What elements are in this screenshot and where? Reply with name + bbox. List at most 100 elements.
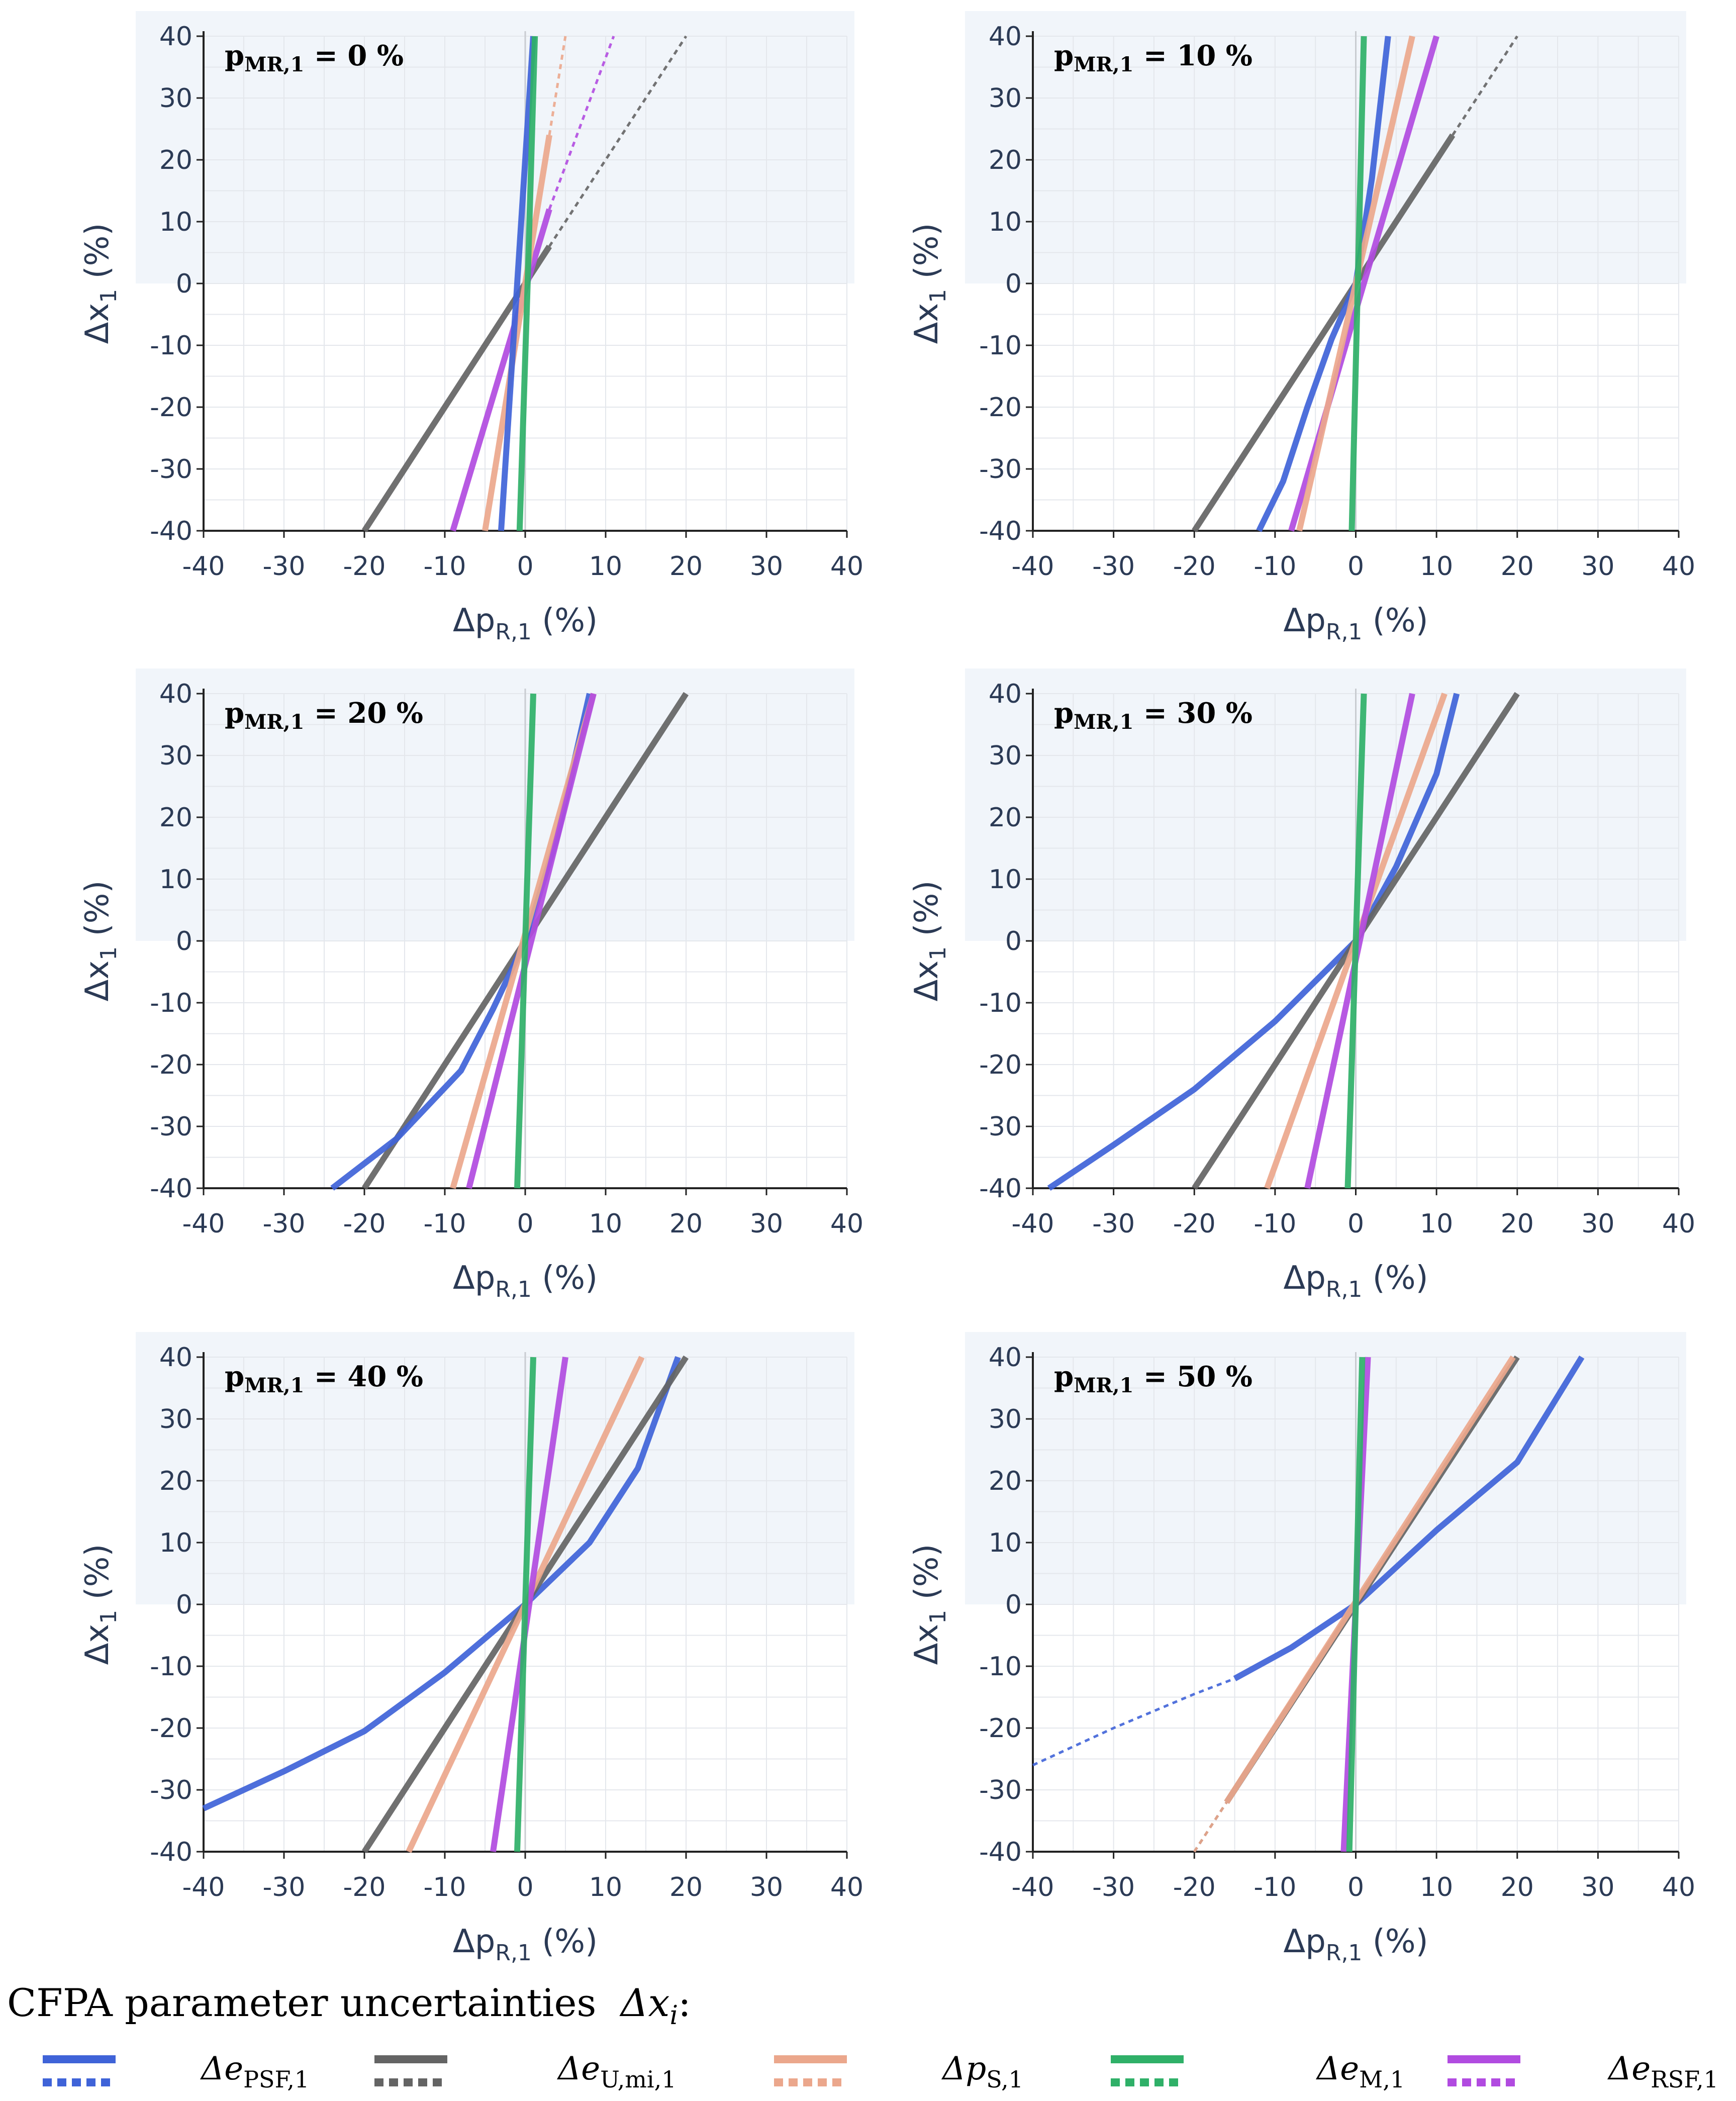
y-tick-label: 40 bbox=[989, 1343, 1022, 1373]
y-tick-label: -10 bbox=[979, 988, 1022, 1018]
legend-item-ePSF: ΔePSF,1 bbox=[43, 2050, 309, 2093]
panel-title-value: = 40 % bbox=[304, 1360, 423, 1393]
x-tick-label: 40 bbox=[1662, 551, 1695, 582]
x-axis-label-subscript: R,1 bbox=[495, 1277, 532, 1302]
x-tick-label: 10 bbox=[1420, 551, 1453, 582]
legend-title: CFPA parameter uncertainties Δxi: bbox=[7, 1980, 691, 2031]
y-tick-label: -10 bbox=[150, 331, 192, 361]
x-axis-label-subscript: R,1 bbox=[495, 619, 532, 645]
legend-item-eM: ΔeM,1 bbox=[1111, 2050, 1405, 2093]
series-line-dashed bbox=[1193, 1801, 1228, 1853]
x-axis-label-symbol: Δp bbox=[453, 1923, 495, 1960]
series-line-dashed bbox=[548, 36, 615, 210]
x-tick-label: -10 bbox=[424, 1209, 466, 1239]
x-tick-label: 40 bbox=[830, 1872, 863, 1902]
y-tick-label: 10 bbox=[159, 207, 192, 237]
panel-title: pMR,1 = 40 % bbox=[225, 1360, 423, 1397]
y-tick-label: -10 bbox=[979, 1652, 1022, 1682]
x-axis-label-unit: (%) bbox=[1362, 1923, 1428, 1960]
y-axis-label-subscript: 1 bbox=[925, 289, 951, 303]
y-tick-label: -40 bbox=[150, 1174, 192, 1204]
y-tick-label: 40 bbox=[989, 22, 1022, 52]
y-tick-label: -20 bbox=[150, 1050, 192, 1080]
x-tick-label: 30 bbox=[750, 1209, 783, 1239]
y-tick-label: -40 bbox=[150, 1837, 192, 1867]
y-axis-label-subscript: 1 bbox=[96, 1610, 122, 1624]
x-tick-label: -20 bbox=[343, 1209, 386, 1239]
y-tick-label: 10 bbox=[989, 207, 1022, 237]
y-tick-label: 10 bbox=[159, 865, 192, 895]
y-tick-label: 30 bbox=[159, 741, 192, 771]
series-line-dashed bbox=[1032, 1677, 1235, 1767]
y-tick-label: 0 bbox=[1005, 926, 1022, 957]
y-tick-label: 30 bbox=[989, 741, 1022, 771]
x-tick-label: -20 bbox=[343, 551, 386, 582]
panel-title: pMR,1 = 0 % bbox=[225, 39, 404, 76]
x-tick-label: 40 bbox=[830, 1209, 863, 1239]
y-tick-label: -30 bbox=[150, 1112, 192, 1142]
legend-label: ΔeM,1 bbox=[1315, 2050, 1405, 2093]
legend-item-eRSF: ΔeRSF,1 bbox=[1448, 2050, 1718, 2093]
x-tick-label: 20 bbox=[669, 551, 703, 582]
y-tick-label: -30 bbox=[979, 454, 1022, 485]
y-tick-label: -40 bbox=[979, 1837, 1022, 1867]
legend-title-symbol: Δx bbox=[620, 1980, 670, 2025]
x-axis-label-unit: (%) bbox=[532, 1260, 598, 1297]
series-line-dashed bbox=[548, 36, 567, 136]
x-tick-label: 30 bbox=[1581, 1872, 1614, 1902]
y-axis-label-subscript: 1 bbox=[96, 946, 122, 961]
panel-title-value: = 10 % bbox=[1133, 39, 1252, 72]
series-line bbox=[1256, 36, 1391, 532]
y-tick-label: -10 bbox=[979, 331, 1022, 361]
y-tick-label: 40 bbox=[159, 679, 192, 709]
panel-title-subscript: MR,1 bbox=[1074, 710, 1133, 734]
x-axis-label: ΔpR,1 (%) bbox=[453, 1260, 598, 1302]
x-tick-label: 20 bbox=[669, 1209, 703, 1239]
shaded-region bbox=[965, 668, 1686, 941]
chart-panel-4: -40 -30 -20 -10 0 10 20 30 40 40 30 20 10 0 -10 -20 -30 -… bbox=[908, 668, 1695, 1302]
x-tick-label: 20 bbox=[669, 1872, 703, 1902]
x-tick-label: -10 bbox=[1253, 1209, 1296, 1239]
legend-label: ΔeRSF,1 bbox=[1607, 2050, 1718, 2093]
x-tick-label: -30 bbox=[1092, 551, 1135, 582]
panel-title-subscript: MR,1 bbox=[1074, 53, 1133, 76]
x-axis-label: ΔpR,1 (%) bbox=[1283, 1260, 1428, 1302]
y-axis-label-unit: (%) bbox=[79, 1544, 116, 1610]
y-tick-label: 20 bbox=[159, 1466, 192, 1496]
y-tick-label: -30 bbox=[979, 1112, 1022, 1142]
y-axis-label-symbol: Δx bbox=[908, 961, 945, 1002]
legend: ΔePSF,1 ΔeU,mi,1 ΔpS,1 ΔeM,1 ΔeRSF,1 bbox=[43, 2050, 1718, 2093]
y-tick-label: -10 bbox=[150, 988, 192, 1018]
x-tick-label: 30 bbox=[1581, 1209, 1614, 1239]
legend-title-text: CFPA parameter uncertainties bbox=[7, 1980, 597, 2025]
y-tick-label: 20 bbox=[989, 1466, 1022, 1496]
legend-label-subscript: S,1 bbox=[986, 2066, 1023, 2093]
x-tick-label: -30 bbox=[1092, 1872, 1135, 1902]
chart-panel-2: -40 -30 -20 -10 0 10 20 30 40 40 30 20 10 0 -10 -20 -30 -… bbox=[908, 11, 1695, 645]
shaded-region bbox=[965, 11, 1686, 283]
x-axis-label-symbol: Δp bbox=[453, 1260, 495, 1297]
y-axis-label-subscript: 1 bbox=[925, 1610, 951, 1624]
y-tick-label: 0 bbox=[176, 1590, 192, 1620]
y-axis-label: Δx1 (%) bbox=[908, 1544, 951, 1665]
y-axis-label-unit: (%) bbox=[79, 881, 116, 946]
series-line bbox=[202, 1356, 681, 1811]
x-tick-label: 10 bbox=[589, 551, 622, 582]
x-axis-label-unit: (%) bbox=[532, 602, 598, 639]
series-line bbox=[1192, 133, 1456, 533]
x-tick-label: -10 bbox=[1253, 1872, 1296, 1902]
x-tick-label: 40 bbox=[830, 551, 863, 582]
y-tick-label: -40 bbox=[979, 516, 1022, 546]
panel-title-subscript: MR,1 bbox=[244, 53, 304, 76]
y-tick-label: 0 bbox=[176, 269, 192, 299]
panel-title: pMR,1 = 30 % bbox=[1054, 697, 1252, 734]
x-axis-label-symbol: Δp bbox=[1283, 1923, 1325, 1960]
x-tick-label: -30 bbox=[263, 1872, 306, 1902]
series-line bbox=[1047, 693, 1460, 1191]
x-tick-label: -30 bbox=[1092, 1209, 1135, 1239]
x-tick-label: -30 bbox=[263, 1209, 306, 1239]
legend-label-subscript: U,mi,1 bbox=[600, 2066, 676, 2093]
shaded-region bbox=[136, 1332, 854, 1604]
x-axis-label-unit: (%) bbox=[1362, 602, 1428, 639]
x-tick-label: 30 bbox=[750, 551, 783, 582]
